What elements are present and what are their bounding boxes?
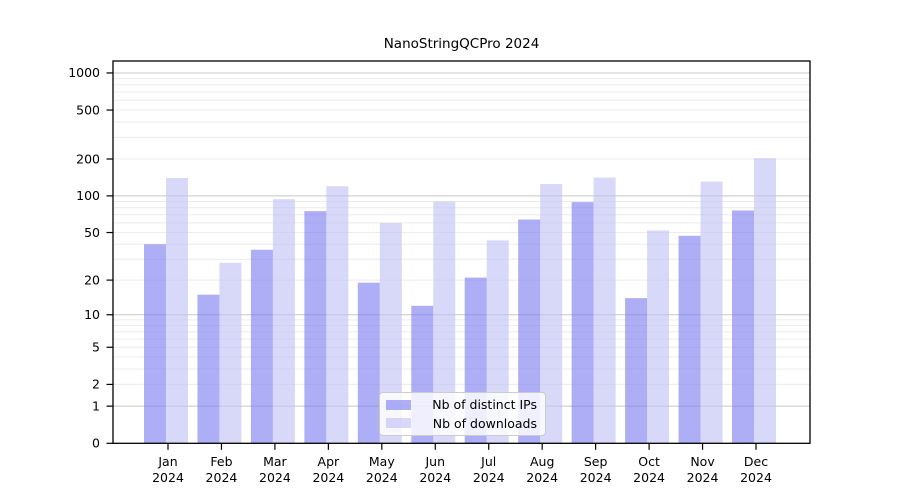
legend-swatch-downloads <box>386 418 411 429</box>
plot-border <box>112 60 811 444</box>
y-tick-label: 100 <box>76 188 100 203</box>
bar-distinct-ips <box>357 282 380 444</box>
bar-downloads <box>540 184 563 444</box>
chart-title: NanoStringQCPro 2024 <box>383 36 540 52</box>
legend-label-distinct-ips: Nb of distinct IPs <box>432 397 537 413</box>
bar-distinct-ips <box>571 202 594 444</box>
x-tick-label-month: Sep <box>584 454 608 469</box>
bar-distinct-ips <box>304 211 327 444</box>
bar-downloads <box>219 262 242 444</box>
y-tick-label: 0 <box>92 436 100 451</box>
bar-downloads <box>166 178 188 444</box>
y-tick-label: 20 <box>84 272 100 287</box>
bar-distinct-ips <box>197 294 220 444</box>
legend-label-downloads: Nb of downloads <box>432 415 537 431</box>
x-tick-label-year: 2024 <box>312 470 344 485</box>
bar-distinct-ips <box>250 249 273 444</box>
bar-downloads <box>272 199 295 444</box>
legend-item-distinct-ips: Nb of distinct IPs <box>386 396 537 414</box>
bar-downloads <box>326 186 349 444</box>
bar-distinct-ips <box>144 244 166 444</box>
y-tick-label: 50 <box>84 225 100 240</box>
y-tick-label: 200 <box>76 151 100 166</box>
legend-item-downloads: Nb of downloads <box>386 414 537 432</box>
bar-distinct-ips <box>625 298 648 444</box>
x-tick-label-year: 2024 <box>366 470 398 485</box>
x-tick-label-year: 2024 <box>152 470 184 485</box>
legend-swatch-distinct-ips <box>386 399 411 410</box>
bar-downloads <box>433 201 456 444</box>
x-tick-label-month: Jul <box>480 454 496 469</box>
x-tick-label-month: May <box>369 454 395 469</box>
x-tick-label-month: Aug <box>530 454 554 469</box>
x-tick-label-year: 2024 <box>633 470 665 485</box>
x-tick-label-year: 2024 <box>580 470 612 485</box>
x-tick-label-month: Jun <box>425 454 446 469</box>
x-tick-label-month: Jan <box>157 454 177 469</box>
x-tick-label-month: Apr <box>318 454 340 469</box>
x-tick-label-year: 2024 <box>526 470 558 485</box>
x-tick-label-year: 2024 <box>419 470 451 485</box>
y-tick-label: 500 <box>76 102 100 117</box>
x-tick-label-year: 2024 <box>740 470 772 485</box>
x-tick-label-year: 2024 <box>259 470 291 485</box>
bar-downloads <box>593 177 616 444</box>
x-tick-label-year: 2024 <box>687 470 719 485</box>
bar-distinct-ips <box>518 219 541 444</box>
y-tick-label: 1000 <box>68 65 100 80</box>
y-tick-label: 5 <box>92 340 100 355</box>
bar-downloads <box>379 222 402 444</box>
x-tick-label-year: 2024 <box>206 470 238 485</box>
bar-distinct-ips <box>732 210 754 444</box>
x-tick-label-month: Mar <box>263 454 287 469</box>
bar-downloads <box>754 158 776 444</box>
legend: Nb of distinct IPs Nb of downloads <box>379 392 546 436</box>
x-tick-label-month: Oct <box>638 454 660 469</box>
bar-distinct-ips <box>678 235 701 444</box>
bar-downloads <box>647 230 670 444</box>
y-tick-label: 10 <box>84 307 100 322</box>
y-tick-label: 2 <box>92 377 100 392</box>
bar-downloads <box>700 181 723 444</box>
x-tick-label-year: 2024 <box>473 470 505 485</box>
x-tick-label-month: Dec <box>744 454 768 469</box>
y-tick-label: 1 <box>92 398 100 413</box>
x-tick-label-month: Feb <box>210 454 232 469</box>
x-tick-label-month: Nov <box>690 454 715 469</box>
